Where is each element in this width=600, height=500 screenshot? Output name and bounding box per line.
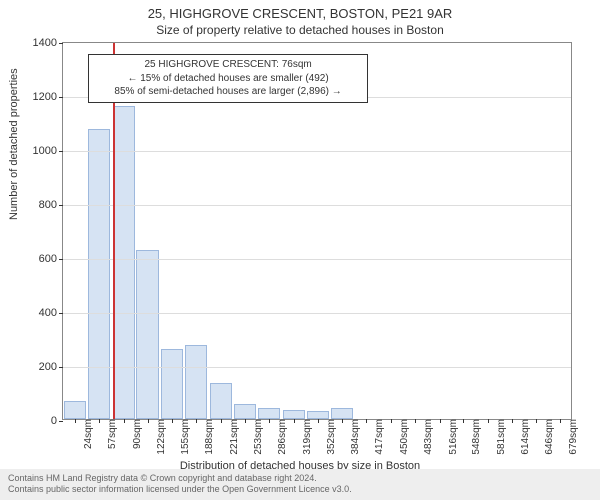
histogram-bar — [331, 408, 353, 419]
x-tick-label: 450sqm — [395, 419, 410, 455]
x-tick-mark — [75, 419, 76, 423]
x-tick-mark — [463, 419, 464, 423]
x-tick-label: 384sqm — [346, 419, 361, 455]
x-tick-mark — [245, 419, 246, 423]
chart-sub-title: Size of property relative to detached ho… — [0, 23, 600, 37]
x-tick-label: 516sqm — [444, 419, 459, 455]
y-tick-mark — [59, 313, 63, 314]
histogram-bar — [185, 345, 207, 419]
x-tick-mark — [342, 419, 343, 423]
x-tick-label: 155sqm — [176, 419, 191, 455]
x-tick-label: 614sqm — [516, 419, 531, 455]
x-tick-label: 319sqm — [298, 419, 313, 455]
gridline-horizontal — [63, 259, 571, 260]
x-tick-label: 90sqm — [128, 419, 143, 449]
gridline-horizontal — [63, 151, 571, 152]
x-tick-label: 352sqm — [322, 419, 337, 455]
histogram-bar — [210, 383, 232, 419]
x-tick-label: 122sqm — [152, 419, 167, 455]
y-tick-mark — [59, 97, 63, 98]
histogram-bar — [307, 411, 329, 419]
y-tick-mark — [59, 151, 63, 152]
y-tick-mark — [59, 205, 63, 206]
x-tick-mark — [99, 419, 100, 423]
x-tick-mark — [318, 419, 319, 423]
x-tick-mark — [366, 419, 367, 423]
annotation-line-1: 25 HIGHGROVE CRESCENT: 76sqm — [95, 58, 360, 72]
x-tick-label: 679sqm — [564, 419, 579, 455]
histogram-bar — [136, 250, 158, 419]
histogram-bar — [283, 410, 305, 419]
x-tick-label: 188sqm — [200, 419, 215, 455]
y-tick-mark — [59, 367, 63, 368]
x-tick-label: 646sqm — [540, 419, 555, 455]
annotation-line-3: 85% of semi-detached houses are larger (… — [95, 85, 360, 99]
x-tick-mark — [196, 419, 197, 423]
footer-attribution: Contains HM Land Registry data © Crown c… — [0, 469, 600, 500]
x-tick-label: 483sqm — [419, 419, 434, 455]
x-tick-label: 253sqm — [249, 419, 264, 455]
y-tick-mark — [59, 259, 63, 260]
gridline-horizontal — [63, 205, 571, 206]
x-tick-mark — [124, 419, 125, 423]
x-tick-mark — [415, 419, 416, 423]
x-tick-label: 286sqm — [273, 419, 288, 455]
x-tick-mark — [391, 419, 392, 423]
x-tick-label: 581sqm — [492, 419, 507, 455]
y-axis-title: Number of detached properties — [8, 68, 20, 220]
footer-line-2: Contains public sector information licen… — [8, 484, 592, 496]
x-tick-mark — [488, 419, 489, 423]
histogram-bar — [88, 129, 110, 419]
x-tick-label: 221sqm — [225, 419, 240, 455]
histogram-bar — [234, 404, 256, 419]
x-tick-mark — [269, 419, 270, 423]
y-tick-mark — [59, 43, 63, 44]
x-tick-mark — [536, 419, 537, 423]
x-tick-label: 548sqm — [467, 419, 482, 455]
histogram-bar — [113, 106, 135, 419]
x-tick-label: 417sqm — [370, 419, 385, 455]
y-tick-mark — [59, 421, 63, 422]
footer-line-1: Contains HM Land Registry data © Crown c… — [8, 473, 592, 485]
chart-plot-area: 25 HIGHGROVE CRESCENT: 76sqm ← 15% of de… — [62, 42, 572, 420]
x-tick-label: 24sqm — [79, 419, 94, 449]
gridline-horizontal — [63, 367, 571, 368]
x-tick-mark — [148, 419, 149, 423]
x-tick-mark — [294, 419, 295, 423]
x-tick-mark — [221, 419, 222, 423]
x-tick-mark — [560, 419, 561, 423]
histogram-bar — [161, 349, 183, 419]
x-tick-mark — [440, 419, 441, 423]
annotation-line-2: ← 15% of detached houses are smaller (49… — [95, 72, 360, 86]
gridline-horizontal — [63, 313, 571, 314]
annotation-box: 25 HIGHGROVE CRESCENT: 76sqm ← 15% of de… — [88, 54, 367, 103]
histogram-bar — [64, 401, 86, 419]
x-tick-label: 57sqm — [103, 419, 118, 449]
x-tick-mark — [512, 419, 513, 423]
chart-main-title: 25, HIGHGROVE CRESCENT, BOSTON, PE21 9AR — [0, 6, 600, 21]
x-tick-mark — [172, 419, 173, 423]
histogram-bar — [258, 408, 280, 419]
